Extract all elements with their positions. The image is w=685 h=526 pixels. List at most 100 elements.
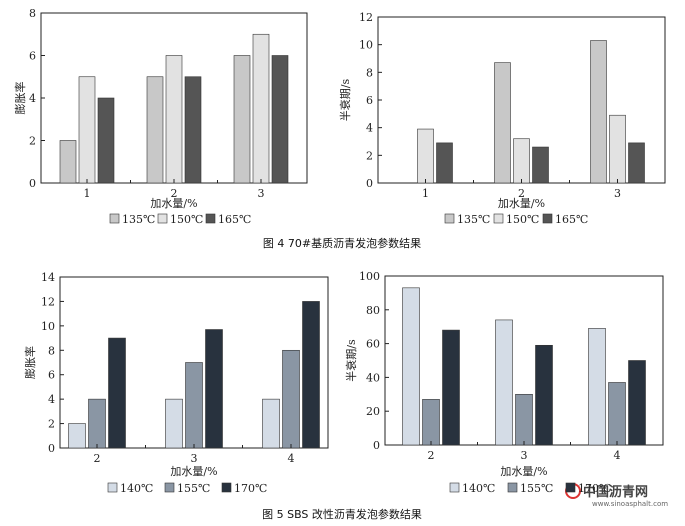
bar [184,76,202,184]
legend-swatch [507,482,518,493]
x-axis-label: 加水量/% [150,197,197,210]
legend-swatch [449,482,460,493]
y-tick-label: 0 [29,177,36,190]
bar [513,138,530,184]
y-tick-label: 2 [366,149,373,162]
bar [233,55,251,184]
bar [588,328,606,446]
legend: 135℃ 150℃ 165℃ [109,213,251,226]
y-tick-label: 0 [366,177,373,190]
y-tick-label: 12 [359,11,373,24]
bar [59,140,77,184]
y-tick-label: 14 [41,271,55,284]
bar [165,55,183,184]
bar [205,329,223,449]
legend-label: 140℃ [462,482,495,495]
y-tick-label: 6 [48,369,55,382]
y-tick-label: 40 [366,371,380,384]
legend-swatch [493,213,504,224]
y-tick-label: 4 [366,122,373,135]
legend-swatch [107,482,118,493]
y-axis-label: 膨胀率 [13,82,27,115]
x-tick-label: 3 [521,449,528,462]
legend-label: 165℃ [218,213,251,226]
bar [252,33,270,184]
y-tick-label: 10 [41,320,55,333]
x-tick-label: 4 [288,452,295,465]
legend: 135℃ 150℃ 165℃ [444,213,588,226]
legend-label: 165℃ [555,213,588,226]
y-tick-label: 10 [359,39,373,52]
legend: 140℃ 155℃ 170℃ [449,482,611,495]
legend-label: 150℃ [170,213,203,226]
y-tick-label: 80 [366,304,380,317]
bar [108,337,126,449]
bar [68,423,86,449]
x-tick-label: 3 [614,187,621,200]
legend-swatch [444,213,455,224]
y-tick-label: 6 [29,50,36,63]
bar [608,382,626,446]
bar [494,62,511,184]
y-tick-label: 2 [29,135,36,148]
y-tick-label: 4 [48,393,55,406]
y-tick-label: 2 [48,418,55,431]
y-tick-label: 60 [366,338,380,351]
bar [146,76,164,184]
x-tick-label: 2 [428,449,435,462]
chart-panel-3: 0 2 4 6 8 10 12 14 2 3 4 加水量/% 膨胀率 140℃ 155℃ 170℃ [23,271,329,495]
bar [78,76,96,184]
bar [402,287,420,446]
bar [442,329,460,446]
legend-label: 170℃ [234,482,267,495]
bar [165,398,183,449]
legend: 140℃ 155℃ 170℃ [107,482,267,495]
x-tick-label: 2 [171,187,178,200]
bar [495,319,513,446]
bar [628,142,645,184]
chart-panel-4: 0 20 40 60 80 100 2 3 4 加水量/% 半衰期/s 140℃ 155℃ 170℃ [344,270,664,495]
x-tick-label: 3 [191,452,198,465]
figure-5-caption: 图 5 SBS 改性沥青发泡参数结果 [262,507,422,521]
bar [532,146,549,184]
bar [262,398,280,449]
y-tick-label: 0 [48,442,55,455]
x-axis-label: 加水量/% [498,197,545,210]
y-axis-label: 半衰期/s [338,78,352,121]
y-tick-label: 100 [359,270,380,283]
bar [609,114,626,184]
bar [302,301,320,449]
legend-label: 170℃ [578,482,611,495]
legend-swatch [164,482,175,493]
figure-4-caption: 图 4 70#基质沥青发泡参数结果 [263,236,421,250]
y-tick-label: 20 [366,405,380,418]
legend-swatch [109,213,120,224]
y-tick-label: 12 [41,295,55,308]
legend-label: 155℃ [177,482,210,495]
chart-panel-1: 0 2 4 6 8 1 2 3 加水量/% 膨胀率 135℃ 150℃ 165℃ [13,7,308,226]
bar [271,55,289,184]
x-tick-label: 2 [94,452,101,465]
bar [628,360,646,446]
x-tick-label: 2 [518,187,525,200]
bar [417,128,434,184]
legend-label: 135℃ [457,213,490,226]
x-axis-label: 加水量/% [500,465,547,478]
x-axis-label: 加水量/% [170,465,217,478]
x-tick-label: 4 [614,449,621,462]
legend-swatch [542,213,553,224]
y-tick-label: 8 [48,344,55,357]
x-tick-label: 1 [84,187,91,200]
bar [422,399,440,446]
legend-label: 155℃ [520,482,553,495]
y-axis-label: 半衰期/s [344,339,358,382]
bar [88,398,106,449]
legend-swatch [565,482,576,493]
x-tick-label: 1 [422,187,429,200]
y-axis-label: 膨胀率 [23,346,37,379]
bar [590,40,607,184]
bar [185,362,203,449]
bar [97,97,115,184]
